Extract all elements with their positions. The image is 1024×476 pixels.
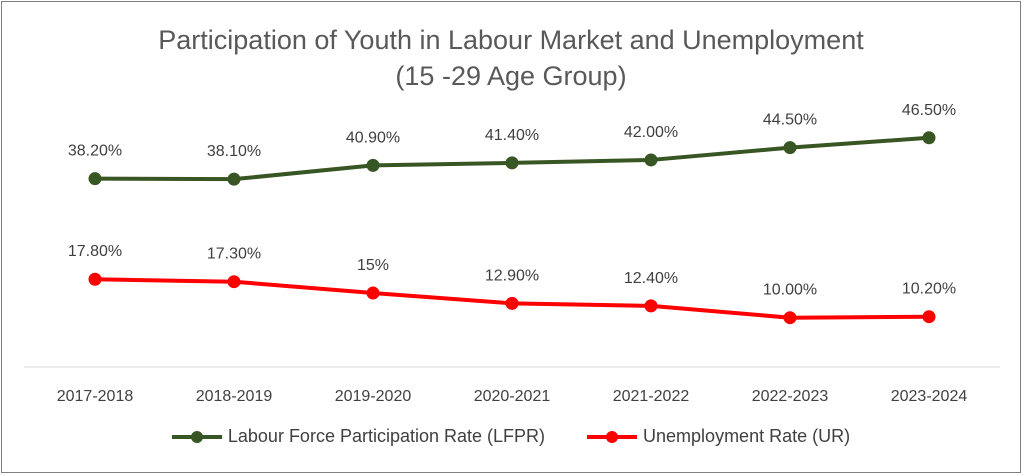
data-label-ur: 15%	[357, 257, 389, 274]
legend-item-lfpr: Labour Force Participation Rate (LFPR)	[171, 426, 546, 447]
data-point-lfpr	[88, 172, 102, 186]
data-label-lfpr: 40.90%	[346, 129, 400, 146]
data-point-ur	[227, 275, 241, 289]
data-point-ur	[366, 286, 380, 300]
x-tick-label: 2019-2020	[335, 388, 412, 405]
chart-title-line-1: Participation of Youth in Labour Market …	[158, 25, 864, 55]
x-tick-label: 2023-2024	[891, 388, 968, 405]
data-point-ur	[783, 311, 797, 325]
data-label-lfpr: 41.40%	[485, 127, 539, 144]
data-label-lfpr: 46.50%	[902, 102, 956, 119]
data-label-ur: 10.20%	[902, 281, 956, 298]
data-label-lfpr: 42.00%	[624, 124, 678, 141]
data-point-lfpr	[366, 158, 380, 172]
x-tick-label: 2020-2021	[474, 388, 551, 405]
data-point-lfpr	[783, 141, 797, 155]
x-tick-label: 2017-2018	[57, 388, 134, 405]
chart-title-line-2: (15 -29 Age Group)	[395, 61, 627, 91]
legend-label-lfpr: Labour Force Participation Rate (LFPR)	[227, 426, 546, 446]
data-point-lfpr	[227, 172, 241, 186]
x-tick-label: 2021-2022	[613, 388, 690, 405]
data-point-ur	[644, 299, 658, 313]
data-point-ur	[88, 272, 102, 286]
x-tick-label: 2018-2019	[196, 388, 273, 405]
data-point-lfpr	[922, 131, 936, 145]
legend-swatch-ur	[587, 427, 638, 447]
legend-marker-ur	[606, 430, 619, 443]
legend-swatch-lfpr	[171, 427, 222, 447]
chart-title: Participation of Youth in Labour Market …	[0, 22, 1022, 94]
legend: Labour Force Participation Rate (LFPR) U…	[0, 426, 1022, 447]
data-point-ur	[922, 310, 936, 324]
legend-label-ur: Unemployment Rate (UR)	[643, 426, 851, 446]
data-label-ur: 10.00%	[763, 282, 817, 299]
data-point-lfpr	[505, 156, 519, 170]
data-label-lfpr: 44.50%	[763, 112, 817, 129]
x-tick-label: 2022-2023	[752, 388, 829, 405]
data-label-ur: 17.80%	[68, 243, 122, 260]
data-label-ur: 12.90%	[485, 267, 539, 284]
data-label-lfpr: 38.20%	[68, 143, 122, 160]
legend-item-ur: Unemployment Rate (UR)	[587, 426, 850, 447]
data-point-ur	[505, 296, 519, 310]
data-label-ur: 17.30%	[207, 246, 261, 263]
data-label-ur: 12.40%	[624, 270, 678, 287]
legend-marker-lfpr	[190, 430, 203, 443]
data-point-lfpr	[644, 153, 658, 167]
data-label-lfpr: 38.10%	[207, 143, 261, 160]
